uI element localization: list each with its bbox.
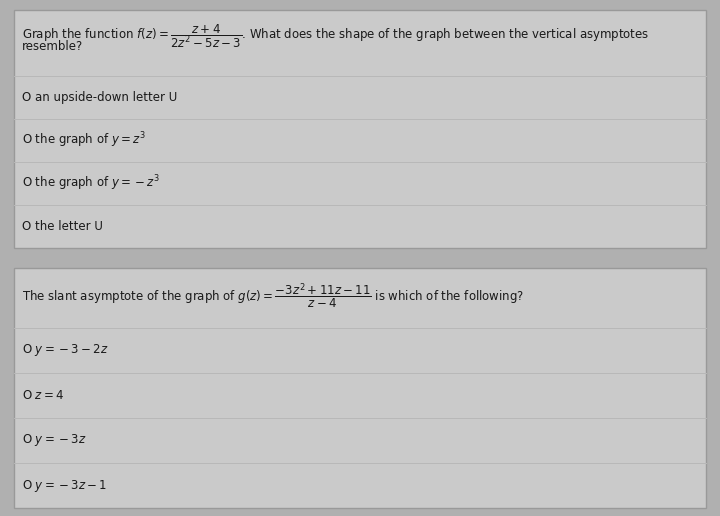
Text: O $y = -3z$: O $y = -3z$ — [22, 432, 86, 448]
Bar — [14, 268, 706, 508]
Text: resemble?: resemble? — [22, 40, 84, 53]
Text: O the graph of $y = z^3$: O the graph of $y = z^3$ — [22, 131, 146, 150]
Text: O the graph of $y = -z^3$: O the graph of $y = -z^3$ — [22, 174, 161, 194]
Text: O the letter U: O the letter U — [22, 220, 103, 233]
Text: O $y = -3z - 1$: O $y = -3z - 1$ — [22, 477, 107, 493]
Text: The slant asymptote of the graph of $g(z) = \dfrac{-3z^2+11z-11}{z-4}$ is which : The slant asymptote of the graph of $g(z… — [22, 282, 524, 311]
Text: O $z = 4$: O $z = 4$ — [22, 389, 64, 402]
Text: O $y = -3 - 2z$: O $y = -3 - 2z$ — [22, 343, 109, 359]
Bar — [14, 10, 706, 248]
Text: O an upside-down letter U: O an upside-down letter U — [22, 91, 177, 104]
Text: Graph the function $f(z) = \dfrac{z+4}{2z^2-5z-3}$. What does the shape of the g: Graph the function $f(z) = \dfrac{z+4}{2… — [22, 22, 649, 50]
